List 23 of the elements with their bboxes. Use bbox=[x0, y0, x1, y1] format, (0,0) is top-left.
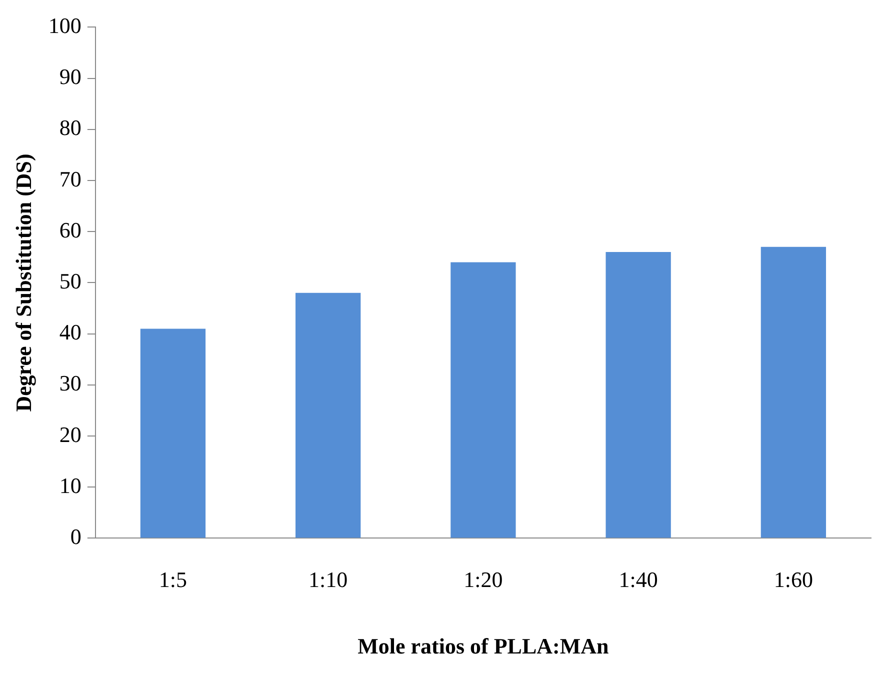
y-tick-label: 100 bbox=[48, 12, 82, 38]
y-axis-title: Degree of Substitution (DS) bbox=[10, 154, 36, 412]
y-tick-label: 0 bbox=[70, 524, 82, 549]
y-tick-label: 20 bbox=[59, 422, 82, 447]
bar bbox=[296, 292, 361, 538]
y-tick-label: 70 bbox=[59, 166, 82, 192]
x-axis-title: Mole ratios of PLLA:MAn bbox=[358, 633, 609, 658]
y-tick-label: 30 bbox=[59, 370, 82, 396]
bar bbox=[606, 252, 671, 538]
y-tick-label: 10 bbox=[59, 472, 82, 498]
x-tick-label: 1:20 bbox=[464, 567, 503, 592]
bar bbox=[760, 246, 826, 538]
y-tick-label: 60 bbox=[59, 217, 82, 242]
x-tick-label: 1:40 bbox=[618, 567, 658, 592]
bar bbox=[140, 328, 206, 538]
y-tick-label: 80 bbox=[59, 115, 82, 140]
y-tick-label: 50 bbox=[59, 268, 82, 294]
bar bbox=[450, 262, 516, 538]
x-tick-label: 1:5 bbox=[158, 567, 188, 592]
y-tick-label: 40 bbox=[59, 320, 82, 345]
x-tick-label: 1:60 bbox=[774, 567, 814, 592]
x-tick-label: 1:10 bbox=[308, 567, 348, 592]
y-tick-label: 90 bbox=[59, 64, 82, 90]
